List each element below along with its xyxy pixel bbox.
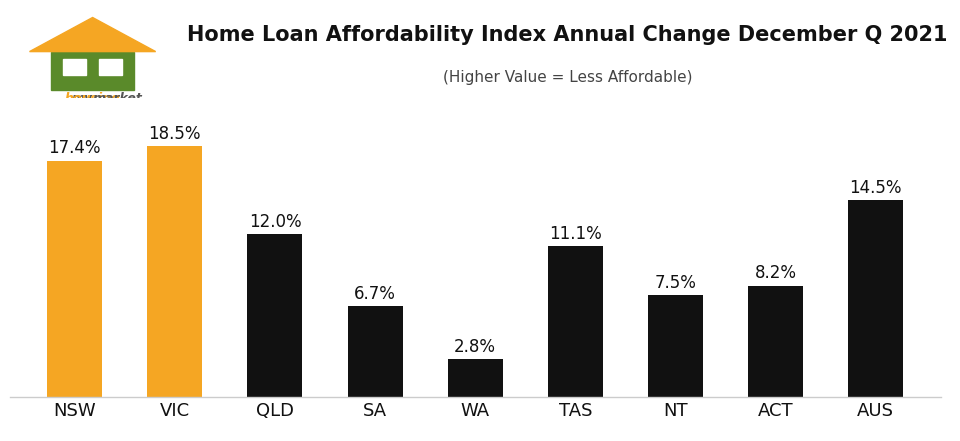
Text: 18.5%: 18.5%	[149, 124, 201, 142]
Text: market: market	[92, 92, 142, 105]
Bar	[748, 286, 804, 397]
Bar	[348, 306, 402, 397]
Bar	[849, 200, 903, 397]
Bar	[648, 295, 703, 397]
Text: 6.7%: 6.7%	[354, 284, 396, 303]
Bar	[62, 59, 86, 75]
Bar	[147, 146, 203, 397]
Text: 8.2%: 8.2%	[755, 264, 797, 282]
Polygon shape	[30, 18, 156, 52]
Bar	[47, 161, 102, 397]
Text: 17.4%: 17.4%	[48, 139, 101, 157]
Text: Home Loan Affordability Index Annual Change December Q 2021: Home Loan Affordability Index Annual Cha…	[187, 25, 948, 45]
Text: housing: housing	[64, 92, 121, 105]
Text: 2.8%: 2.8%	[454, 337, 496, 355]
Text: 14.5%: 14.5%	[850, 179, 902, 197]
Text: 7.5%: 7.5%	[655, 274, 696, 292]
Text: my: my	[71, 92, 92, 105]
Bar	[447, 359, 503, 397]
Text: 12.0%: 12.0%	[249, 213, 301, 231]
Bar	[99, 59, 123, 75]
Text: (Higher Value = Less Affordable): (Higher Value = Less Affordable)	[443, 70, 692, 85]
Text: 11.1%: 11.1%	[549, 225, 602, 243]
Bar	[248, 234, 302, 397]
Bar	[548, 247, 603, 397]
Polygon shape	[51, 52, 134, 90]
